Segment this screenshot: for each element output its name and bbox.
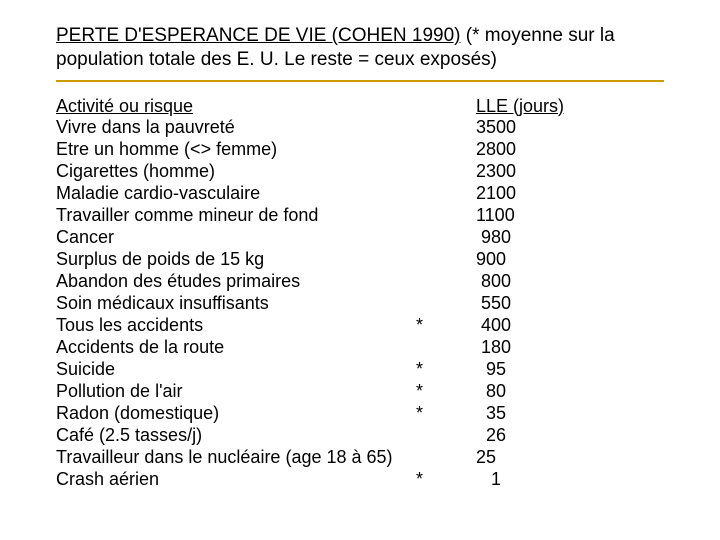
- header-activity-text: Activité ou risque: [56, 96, 193, 116]
- cell-activity: Tous les accidents: [56, 315, 416, 337]
- cell-value: 2100: [476, 183, 596, 205]
- cell-star: *: [416, 359, 476, 381]
- cell-value: 25: [476, 447, 596, 469]
- header-star: [416, 96, 476, 118]
- cell-star: [416, 337, 476, 359]
- cell-value: 80: [476, 381, 596, 403]
- cell-star: [416, 139, 476, 161]
- header-activity: Activité ou risque: [56, 96, 416, 118]
- title-underlined: PERTE D'ESPERANCE DE VIE (COHEN 1990): [56, 25, 461, 46]
- cell-activity: Crash aérien: [56, 469, 416, 491]
- cell-value: 2300: [476, 161, 596, 183]
- cell-star: [416, 249, 476, 271]
- cell-activity: Travailleur dans le nucléaire (age 18 à …: [56, 447, 416, 469]
- cell-value: 180: [476, 337, 596, 359]
- cell-value: 400: [476, 315, 596, 337]
- slide: PERTE D'ESPERANCE DE VIE (COHEN 1990) (*…: [0, 0, 720, 540]
- cell-value: 550: [476, 293, 596, 315]
- cell-activity: Pollution de l'air: [56, 381, 416, 403]
- cell-value: 800: [476, 271, 596, 293]
- cell-star: [416, 447, 476, 469]
- cell-activity: Café (2.5 tasses/j): [56, 425, 416, 447]
- header-value-text: LLE (jours): [476, 96, 564, 116]
- cell-value: 900: [476, 249, 596, 271]
- cell-value: 2800: [476, 139, 596, 161]
- cell-value: 35: [476, 403, 596, 425]
- header-value: LLE (jours): [476, 96, 596, 118]
- lle-table: Activité ou risque LLE (jours) Vivre dan…: [56, 96, 664, 491]
- table-row: Maladie cardio-vasculaire 2100: [56, 183, 664, 205]
- cell-activity: Radon (domestique): [56, 403, 416, 425]
- table-row: Accidents de la route 180: [56, 337, 664, 359]
- cell-value: 980: [476, 227, 596, 249]
- cell-activity: Suicide: [56, 359, 416, 381]
- cell-activity: Etre un homme (<> femme): [56, 139, 416, 161]
- cell-value: 3500: [476, 117, 596, 139]
- cell-star: [416, 205, 476, 227]
- table-row: Tous les accidents* 400: [56, 315, 664, 337]
- table-row: Café (2.5 tasses/j) 26: [56, 425, 664, 447]
- cell-star: *: [416, 469, 476, 491]
- table-row: Travailler comme mineur de fond 1100: [56, 205, 664, 227]
- cell-value: 1: [476, 469, 596, 491]
- table-row: Travailleur dans le nucléaire (age 18 à …: [56, 447, 664, 469]
- cell-activity: Soin médicaux insuffisants: [56, 293, 416, 315]
- cell-star: [416, 425, 476, 447]
- cell-star: [416, 117, 476, 139]
- divider: [56, 80, 664, 82]
- table-row: Etre un homme (<> femme) 2800: [56, 139, 664, 161]
- cell-star: [416, 271, 476, 293]
- cell-star: [416, 293, 476, 315]
- table-row: Abandon des études primaires 800: [56, 271, 664, 293]
- table-row: Radon (domestique)* 35: [56, 403, 664, 425]
- table-row: Vivre dans la pauvreté 3500: [56, 117, 664, 139]
- cell-star: *: [416, 403, 476, 425]
- table-row: Suicide* 95: [56, 359, 664, 381]
- cell-value: 26: [476, 425, 596, 447]
- cell-star: [416, 227, 476, 249]
- cell-value: 1100: [476, 205, 596, 227]
- cell-star: [416, 183, 476, 205]
- cell-activity: Vivre dans la pauvreté: [56, 117, 416, 139]
- cell-value: 95: [476, 359, 596, 381]
- cell-activity: Cancer: [56, 227, 416, 249]
- cell-star: *: [416, 381, 476, 403]
- table-row: Crash aérien* 1: [56, 469, 664, 491]
- cell-activity: Surplus de poids de 15 kg: [56, 249, 416, 271]
- cell-star: [416, 161, 476, 183]
- cell-activity: Accidents de la route: [56, 337, 416, 359]
- cell-activity: Travailler comme mineur de fond: [56, 205, 416, 227]
- cell-activity: Maladie cardio-vasculaire: [56, 183, 416, 205]
- table-row: Pollution de l'air* 80: [56, 381, 664, 403]
- cell-activity: Cigarettes (homme): [56, 161, 416, 183]
- table-row: Surplus de poids de 15 kg 900: [56, 249, 664, 271]
- cell-activity: Abandon des études primaires: [56, 271, 416, 293]
- table-header: Activité ou risque LLE (jours): [56, 96, 664, 118]
- cell-star: *: [416, 315, 476, 337]
- slide-title: PERTE D'ESPERANCE DE VIE (COHEN 1990) (*…: [56, 24, 664, 72]
- table-row: Soin médicaux insuffisants 550: [56, 293, 664, 315]
- table-row: Cigarettes (homme) 2300: [56, 161, 664, 183]
- table-row: Cancer 980: [56, 227, 664, 249]
